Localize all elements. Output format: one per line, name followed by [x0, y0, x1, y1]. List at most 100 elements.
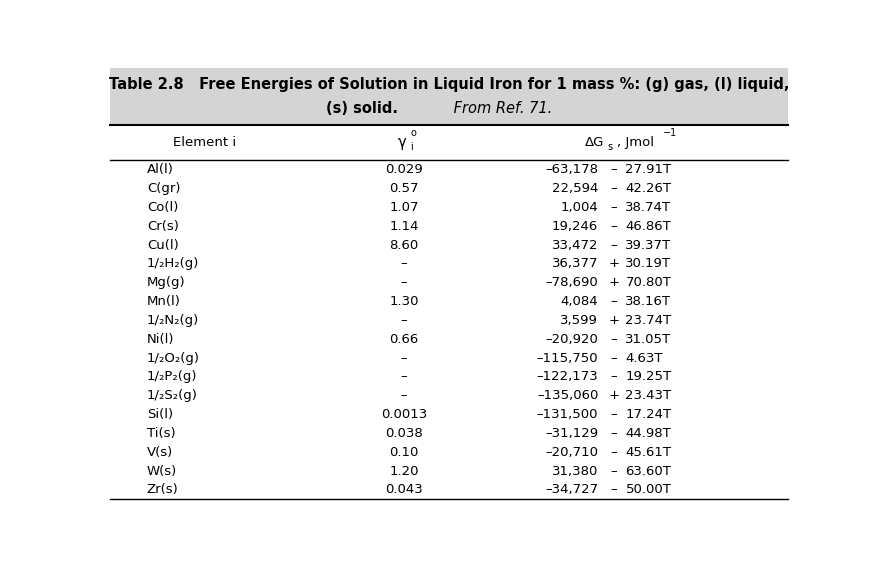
- Text: 44.98T: 44.98T: [625, 427, 671, 440]
- Text: –131,500: –131,500: [537, 408, 598, 421]
- Text: 42.26T: 42.26T: [625, 182, 672, 195]
- Text: (s) solid.: (s) solid.: [326, 101, 398, 115]
- Text: –: –: [401, 370, 407, 383]
- Text: Element i: Element i: [173, 136, 237, 149]
- Text: 22,594: 22,594: [552, 182, 598, 195]
- Text: ΔG: ΔG: [585, 136, 604, 149]
- Text: 31,380: 31,380: [552, 465, 598, 478]
- Text: 1/₂N₂(g): 1/₂N₂(g): [147, 314, 199, 327]
- Text: –78,690: –78,690: [546, 276, 598, 289]
- Text: 1/₂P₂(g): 1/₂P₂(g): [147, 370, 197, 383]
- Text: –: –: [611, 295, 618, 308]
- Text: –: –: [611, 370, 618, 383]
- Text: Cu(l): Cu(l): [147, 239, 179, 251]
- Text: –: –: [401, 351, 407, 365]
- Text: 0.043: 0.043: [385, 483, 423, 496]
- Text: 0.10: 0.10: [390, 446, 419, 459]
- Text: γ: γ: [398, 135, 406, 150]
- Text: –: –: [611, 163, 618, 176]
- Text: –: –: [611, 483, 618, 496]
- Text: Ni(l): Ni(l): [147, 333, 174, 346]
- Text: –: –: [611, 220, 618, 233]
- Text: 1/₂O₂(g): 1/₂O₂(g): [147, 351, 200, 365]
- Text: –: –: [611, 201, 618, 214]
- Text: 33,472: 33,472: [552, 239, 598, 251]
- Text: , Jmol: , Jmol: [618, 136, 654, 149]
- Text: 63.60T: 63.60T: [625, 465, 671, 478]
- Text: +: +: [609, 314, 619, 327]
- Text: –20,920: –20,920: [546, 333, 598, 346]
- Text: 31.05T: 31.05T: [625, 333, 672, 346]
- Text: –20,710: –20,710: [545, 446, 598, 459]
- Text: –115,750: –115,750: [537, 351, 598, 365]
- Text: –135,060: –135,060: [537, 389, 598, 402]
- Text: Mn(l): Mn(l): [147, 295, 180, 308]
- Text: –: –: [611, 182, 618, 195]
- FancyBboxPatch shape: [110, 68, 788, 125]
- Text: 19,246: 19,246: [552, 220, 598, 233]
- Text: W(s): W(s): [147, 465, 177, 478]
- Text: 4,084: 4,084: [561, 295, 598, 308]
- Text: 70.80T: 70.80T: [625, 276, 671, 289]
- Text: Si(l): Si(l): [147, 408, 173, 421]
- Text: 0.66: 0.66: [390, 333, 419, 346]
- Text: 1.07: 1.07: [390, 201, 419, 214]
- Text: 39.37T: 39.37T: [625, 239, 672, 251]
- Text: 3,599: 3,599: [561, 314, 598, 327]
- Text: 8.60: 8.60: [390, 239, 419, 251]
- Text: –: –: [611, 333, 618, 346]
- Text: 0.038: 0.038: [385, 427, 423, 440]
- Text: 50.00T: 50.00T: [625, 483, 671, 496]
- Text: −1: −1: [663, 128, 677, 138]
- Text: –: –: [401, 276, 407, 289]
- Text: 23.43T: 23.43T: [625, 389, 672, 402]
- Text: 0.0013: 0.0013: [381, 408, 427, 421]
- Text: 45.61T: 45.61T: [625, 446, 672, 459]
- Text: 46.86T: 46.86T: [625, 220, 671, 233]
- Text: 27.91T: 27.91T: [625, 163, 672, 176]
- Text: –: –: [401, 314, 407, 327]
- Text: 1,004: 1,004: [561, 201, 598, 214]
- Text: 1/₂H₂(g): 1/₂H₂(g): [147, 258, 199, 271]
- Text: Zr(s): Zr(s): [147, 483, 179, 496]
- Text: –: –: [401, 258, 407, 271]
- Text: –: –: [401, 389, 407, 402]
- Text: 38.16T: 38.16T: [625, 295, 672, 308]
- Text: –: –: [611, 465, 618, 478]
- Text: –: –: [611, 239, 618, 251]
- Text: 0.57: 0.57: [390, 182, 419, 195]
- Text: Al(l): Al(l): [147, 163, 173, 176]
- Text: +: +: [609, 389, 619, 402]
- Text: V(s): V(s): [147, 446, 173, 459]
- Text: s: s: [607, 142, 612, 152]
- Text: 4.63T: 4.63T: [625, 351, 663, 365]
- Text: –: –: [611, 351, 618, 365]
- Text: C(gr): C(gr): [147, 182, 180, 195]
- Text: 17.24T: 17.24T: [625, 408, 672, 421]
- Text: Ti(s): Ti(s): [147, 427, 175, 440]
- Text: –63,178: –63,178: [545, 163, 598, 176]
- Text: 36,377: 36,377: [552, 258, 598, 271]
- Text: o: o: [410, 128, 416, 138]
- Text: 38.74T: 38.74T: [625, 201, 672, 214]
- Text: Cr(s): Cr(s): [147, 220, 179, 233]
- Text: 1.20: 1.20: [390, 465, 419, 478]
- Text: –122,173: –122,173: [537, 370, 598, 383]
- Text: 1.30: 1.30: [390, 295, 419, 308]
- Text: +: +: [609, 258, 619, 271]
- Text: –34,727: –34,727: [545, 483, 598, 496]
- Text: –31,129: –31,129: [545, 427, 598, 440]
- Text: –: –: [611, 408, 618, 421]
- Text: i: i: [410, 142, 413, 152]
- Text: Mg(g): Mg(g): [147, 276, 186, 289]
- Text: 1.14: 1.14: [390, 220, 419, 233]
- Text: 30.19T: 30.19T: [625, 258, 672, 271]
- Text: 1/₂S₂(g): 1/₂S₂(g): [147, 389, 198, 402]
- Text: Table 2.8   Free Energies of Solution in Liquid Iron for 1 mass %: (g) gas, (l) : Table 2.8 Free Energies of Solution in L…: [109, 77, 789, 92]
- Text: 19.25T: 19.25T: [625, 370, 672, 383]
- Text: –: –: [611, 446, 618, 459]
- Text: From Ref. 71.: From Ref. 71.: [449, 101, 552, 115]
- Text: +: +: [609, 276, 619, 289]
- Text: 0.029: 0.029: [385, 163, 423, 176]
- Text: Co(l): Co(l): [147, 201, 178, 214]
